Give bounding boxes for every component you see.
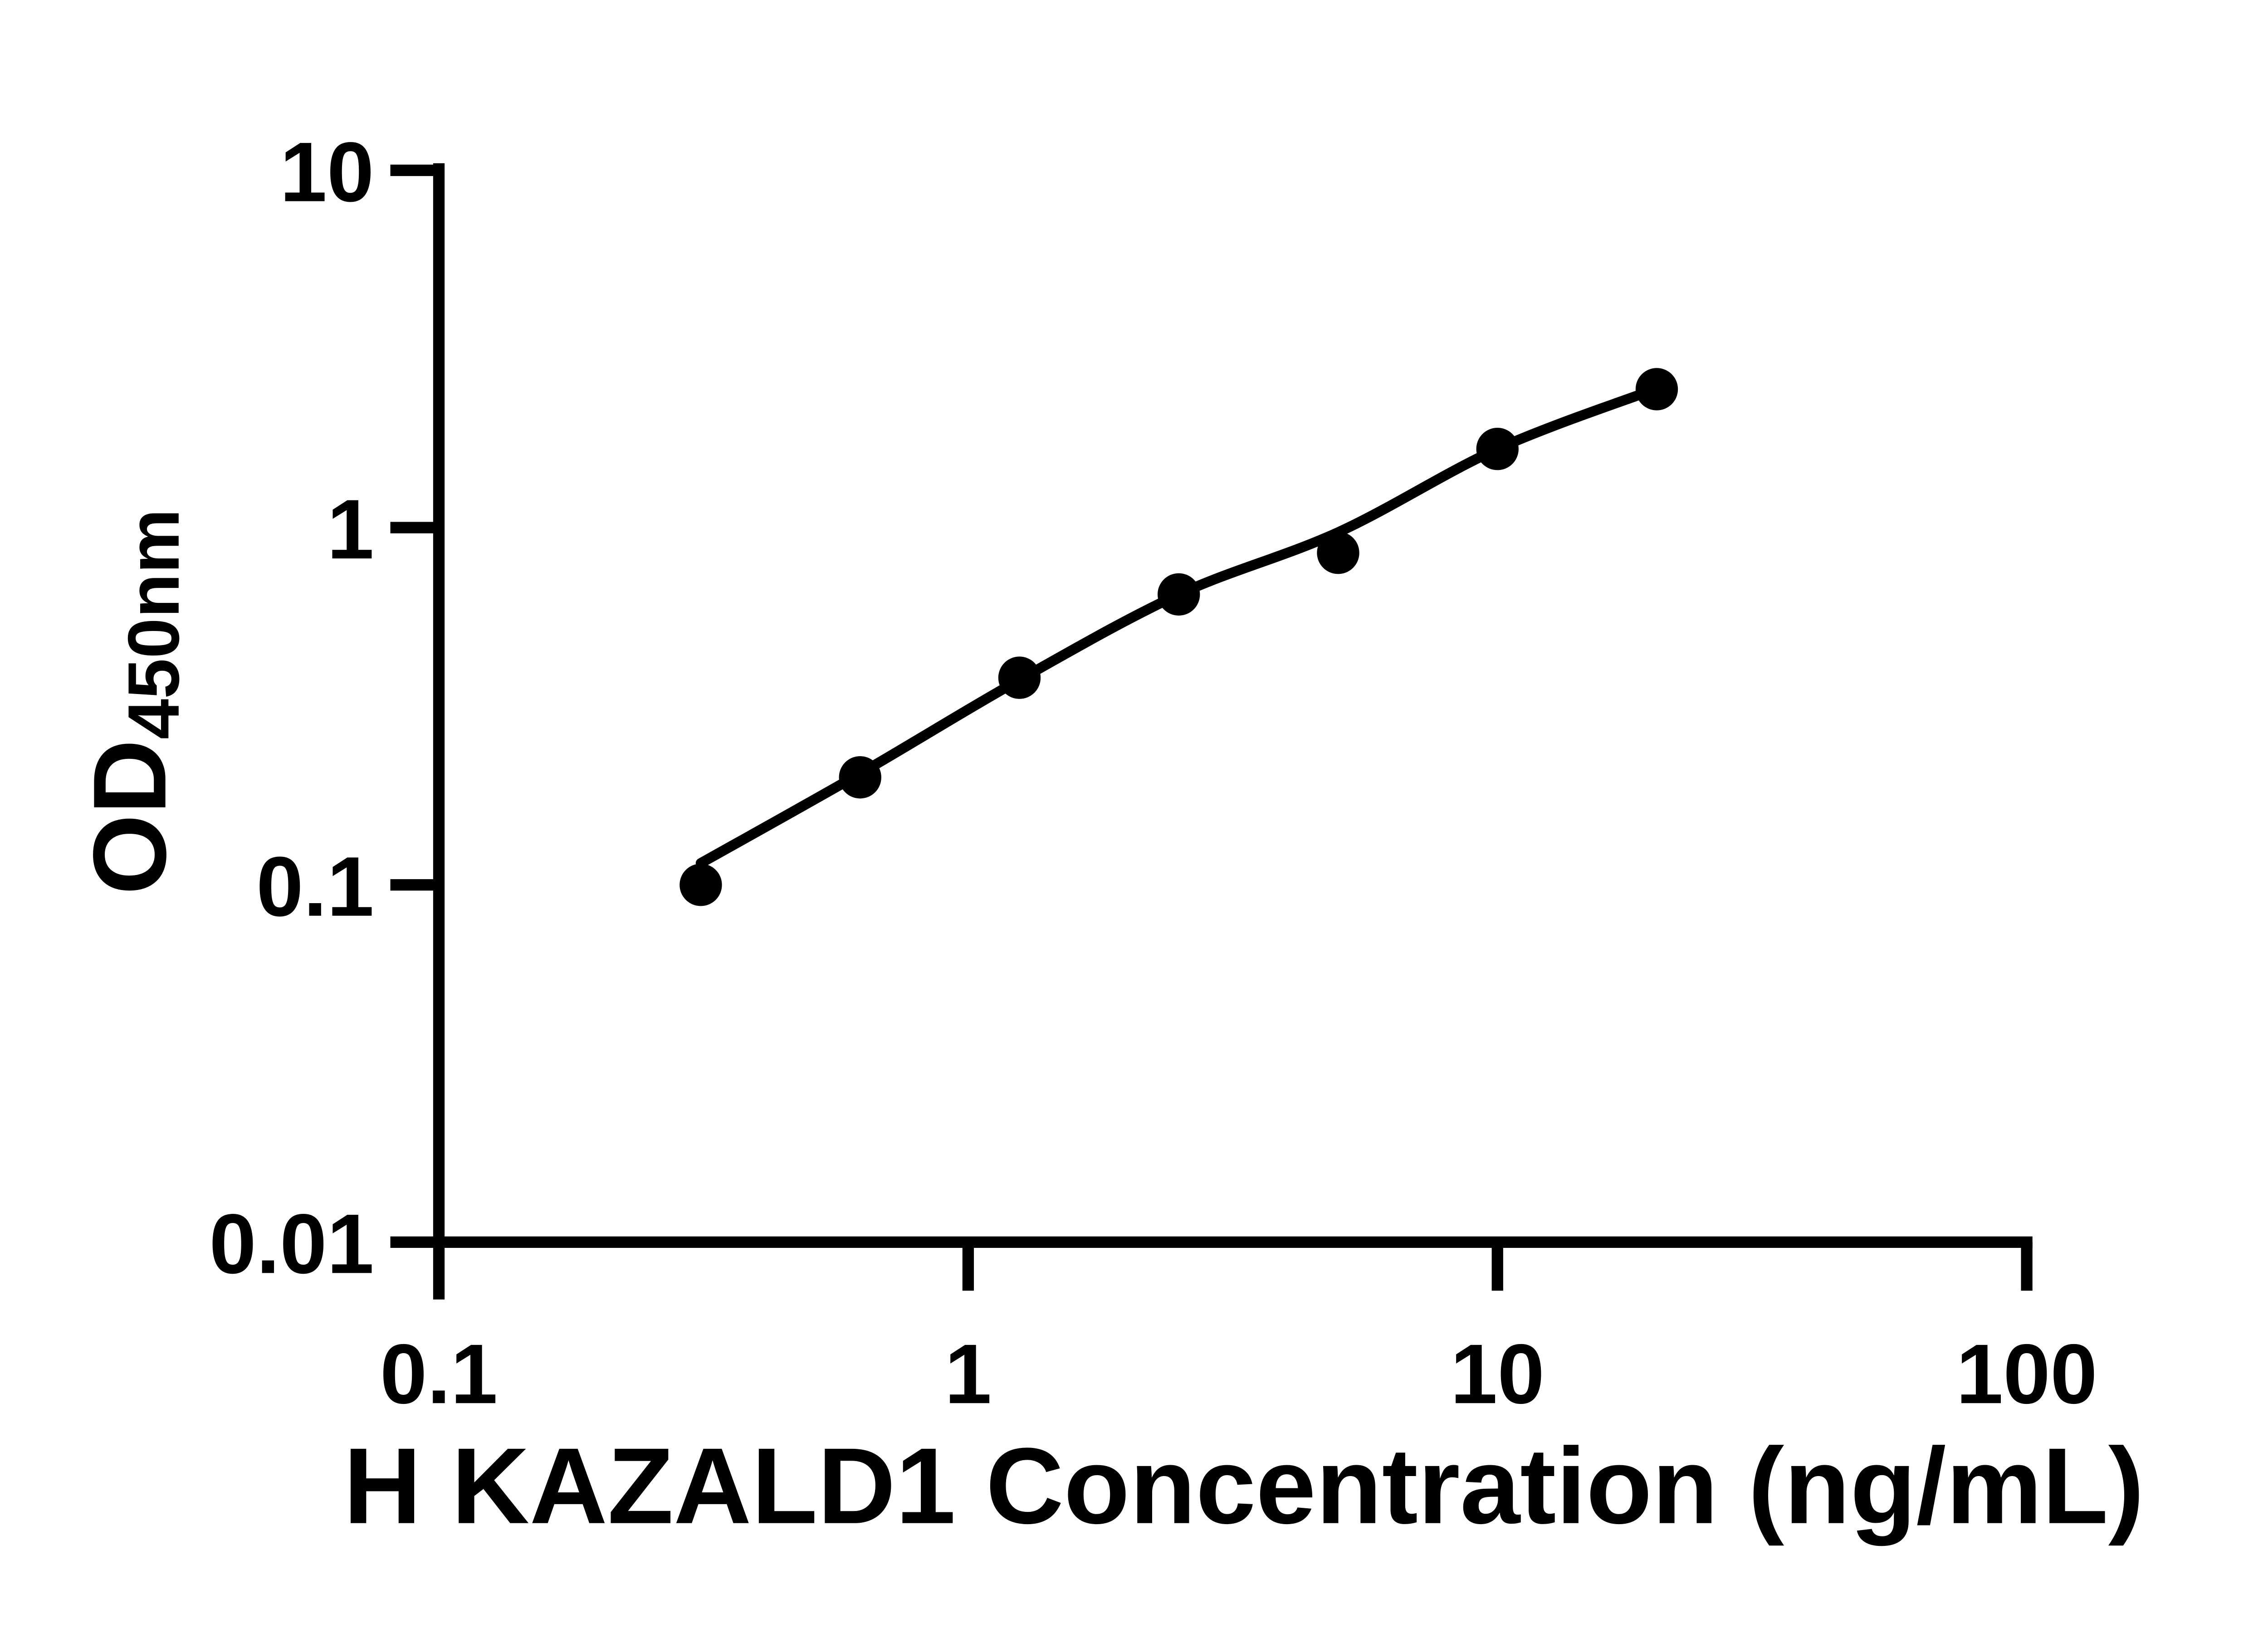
data-point <box>1476 428 1519 470</box>
y-tick-label: 0.01 <box>209 1196 374 1291</box>
y-axis-title-subscript: 450nm <box>113 509 194 739</box>
y-tick-label: 0.1 <box>256 839 374 934</box>
data-point <box>998 656 1041 699</box>
data-point <box>1158 573 1200 616</box>
x-axis-title: H KAZALD1 Concentration (ng/mL) <box>343 1426 2144 1546</box>
x-tick-label: 10 <box>1450 1326 1545 1421</box>
data-point <box>1317 532 1359 574</box>
x-tick-label: 100 <box>1956 1326 2097 1421</box>
y-tick-label: 1 <box>327 482 374 577</box>
data-point <box>1635 368 1678 411</box>
data-point <box>679 864 722 906</box>
x-tick-label: 1 <box>944 1326 992 1421</box>
data-point <box>839 756 881 799</box>
y-axis-title: OD450nm <box>72 509 194 895</box>
y-axis-title-main: OD <box>72 739 188 895</box>
x-tick-label: 0.1 <box>380 1326 498 1421</box>
y-tick-label: 10 <box>280 125 374 220</box>
